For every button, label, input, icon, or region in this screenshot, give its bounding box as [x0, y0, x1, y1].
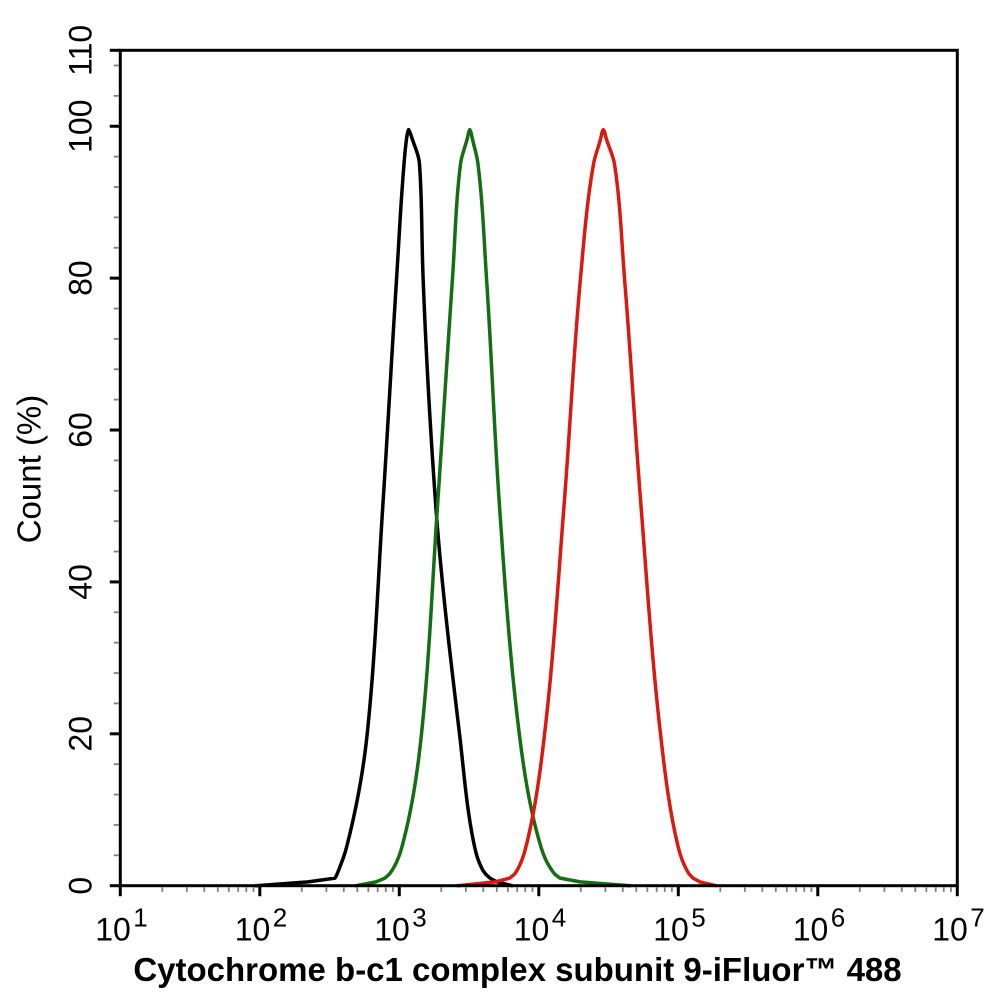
svg-text:110: 110 [63, 25, 99, 76]
svg-text:4: 4 [552, 903, 566, 933]
svg-text:6: 6 [831, 903, 845, 933]
svg-text:1: 1 [133, 903, 147, 933]
svg-text:40: 40 [63, 564, 99, 600]
svg-text:10: 10 [95, 912, 131, 948]
svg-text:10: 10 [653, 912, 689, 948]
svg-text:10: 10 [374, 912, 410, 948]
svg-text:Count (%): Count (%) [11, 395, 48, 544]
svg-text:10: 10 [793, 912, 829, 948]
svg-text:10: 10 [514, 912, 550, 948]
svg-text:80: 80 [63, 260, 99, 296]
svg-text:2: 2 [273, 903, 287, 933]
svg-text:100: 100 [63, 100, 99, 153]
svg-text:10: 10 [932, 912, 968, 948]
svg-text:3: 3 [412, 903, 426, 933]
svg-text:Cytochrome b-c1 complex subuni: Cytochrome b-c1 complex subunit 9-iFluor… [133, 951, 901, 988]
svg-text:5: 5 [691, 903, 705, 933]
svg-text:7: 7 [970, 903, 984, 933]
svg-text:20: 20 [63, 716, 99, 752]
svg-text:0: 0 [63, 877, 99, 895]
svg-text:10: 10 [235, 912, 271, 948]
svg-text:60: 60 [63, 412, 99, 448]
